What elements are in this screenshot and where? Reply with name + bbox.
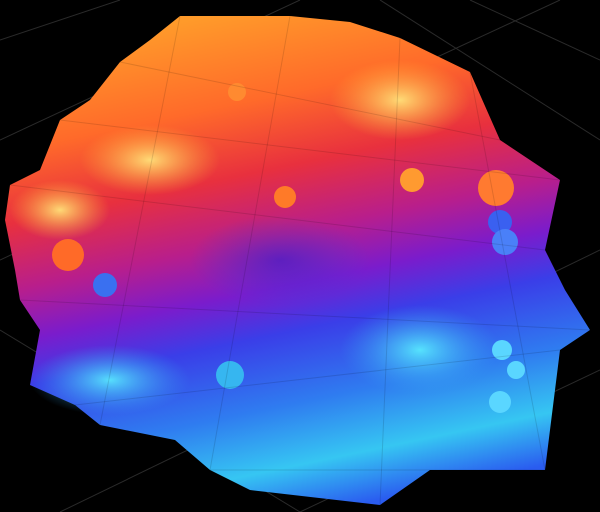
glow — [80, 125, 220, 195]
grid-line — [469, 0, 600, 61]
glow — [340, 305, 500, 395]
glow — [190, 215, 370, 305]
marker — [274, 186, 296, 208]
glow — [30, 345, 190, 415]
grid-line — [0, 0, 121, 41]
tile-edge — [99, 15, 546, 506]
marker — [52, 239, 84, 271]
marker — [492, 229, 518, 255]
marker — [488, 210, 512, 234]
tile-edge — [9, 61, 591, 471]
marker — [489, 391, 511, 413]
glow — [330, 60, 470, 140]
marker — [492, 340, 512, 360]
tile-edges — [9, 15, 591, 506]
marker — [216, 361, 244, 389]
marker — [507, 361, 525, 379]
marker — [478, 170, 514, 206]
glow — [10, 180, 110, 240]
marker — [400, 168, 424, 192]
grid-line — [379, 0, 600, 141]
marker — [93, 273, 117, 297]
markers — [52, 83, 525, 413]
hot-spots — [10, 60, 500, 415]
marker — [228, 83, 246, 101]
